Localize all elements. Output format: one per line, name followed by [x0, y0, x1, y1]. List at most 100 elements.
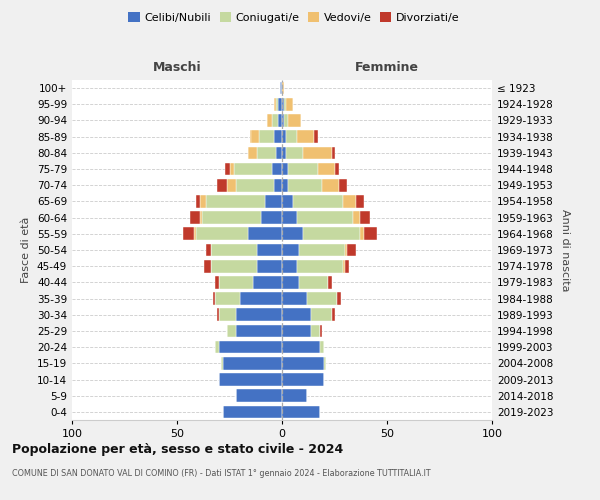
Bar: [219, 341, 282, 353]
Bar: [364, 228, 377, 240]
Bar: [240, 292, 282, 305]
Bar: [282, 406, 320, 418]
Bar: [296, 130, 314, 143]
Bar: [259, 130, 274, 143]
Bar: [345, 260, 349, 272]
Bar: [318, 162, 335, 175]
Bar: [282, 324, 311, 338]
Y-axis label: Anni di nascita: Anni di nascita: [560, 208, 570, 291]
Bar: [221, 357, 223, 370]
Bar: [345, 244, 347, 256]
Bar: [257, 244, 282, 256]
Bar: [296, 212, 353, 224]
Bar: [211, 244, 257, 256]
Bar: [289, 114, 301, 127]
Bar: [278, 114, 282, 127]
Bar: [282, 357, 324, 370]
Bar: [293, 195, 343, 207]
Bar: [282, 260, 296, 272]
Bar: [190, 212, 200, 224]
Bar: [261, 212, 282, 224]
Bar: [332, 146, 335, 159]
Bar: [320, 324, 322, 338]
Bar: [184, 228, 194, 240]
Bar: [296, 260, 343, 272]
Bar: [282, 82, 284, 94]
Bar: [236, 308, 282, 321]
Bar: [274, 130, 282, 143]
Bar: [200, 195, 206, 207]
Bar: [289, 179, 322, 192]
Bar: [282, 162, 289, 175]
Bar: [284, 98, 286, 110]
Bar: [248, 228, 282, 240]
Bar: [236, 390, 282, 402]
Bar: [299, 244, 345, 256]
Bar: [282, 195, 293, 207]
Bar: [257, 146, 276, 159]
Bar: [282, 373, 324, 386]
Bar: [355, 195, 364, 207]
Bar: [337, 292, 341, 305]
Bar: [335, 162, 338, 175]
Bar: [286, 130, 296, 143]
Bar: [311, 324, 320, 338]
Bar: [251, 130, 259, 143]
Bar: [206, 244, 211, 256]
Y-axis label: Fasce di età: Fasce di età: [22, 217, 31, 283]
Bar: [282, 308, 311, 321]
Text: Popolazione per età, sesso e stato civile - 2024: Popolazione per età, sesso e stato civil…: [12, 442, 343, 456]
Bar: [286, 146, 303, 159]
Bar: [219, 373, 282, 386]
Bar: [320, 341, 324, 353]
Text: Femmine: Femmine: [355, 60, 419, 74]
Bar: [219, 308, 236, 321]
Bar: [282, 130, 286, 143]
Bar: [236, 179, 274, 192]
Bar: [303, 228, 360, 240]
Text: COMUNE DI SAN DONATO VAL DI COMINO (FR) - Dati ISTAT 1° gennaio 2024 - Elaborazi: COMUNE DI SAN DONATO VAL DI COMINO (FR) …: [12, 469, 431, 478]
Bar: [215, 292, 240, 305]
Bar: [328, 276, 332, 288]
Bar: [282, 341, 320, 353]
Bar: [282, 228, 303, 240]
Bar: [276, 98, 278, 110]
Bar: [223, 406, 282, 418]
Bar: [215, 341, 219, 353]
Bar: [200, 212, 202, 224]
Bar: [282, 276, 299, 288]
Bar: [206, 195, 265, 207]
Text: Maschi: Maschi: [152, 60, 202, 74]
Bar: [289, 162, 318, 175]
Bar: [360, 212, 370, 224]
Bar: [282, 98, 284, 110]
Bar: [196, 195, 200, 207]
Bar: [265, 195, 282, 207]
Bar: [268, 114, 271, 127]
Bar: [223, 357, 282, 370]
Bar: [360, 228, 364, 240]
Bar: [276, 146, 282, 159]
Bar: [217, 179, 227, 192]
Bar: [230, 162, 234, 175]
Legend: Celibi/Nubili, Coniugati/e, Vedovi/e, Divorziati/e: Celibi/Nubili, Coniugati/e, Vedovi/e, Di…: [124, 8, 464, 28]
Bar: [211, 260, 257, 272]
Bar: [280, 82, 282, 94]
Bar: [234, 162, 271, 175]
Bar: [204, 260, 211, 272]
Bar: [332, 308, 335, 321]
Bar: [343, 260, 345, 272]
Bar: [196, 228, 248, 240]
Bar: [282, 244, 299, 256]
Bar: [322, 179, 338, 192]
Bar: [284, 114, 289, 127]
Bar: [248, 146, 257, 159]
Bar: [226, 162, 229, 175]
Bar: [314, 130, 318, 143]
Bar: [194, 228, 196, 240]
Bar: [215, 276, 219, 288]
Bar: [236, 324, 282, 338]
Bar: [307, 292, 337, 305]
Bar: [219, 276, 253, 288]
Bar: [338, 179, 347, 192]
